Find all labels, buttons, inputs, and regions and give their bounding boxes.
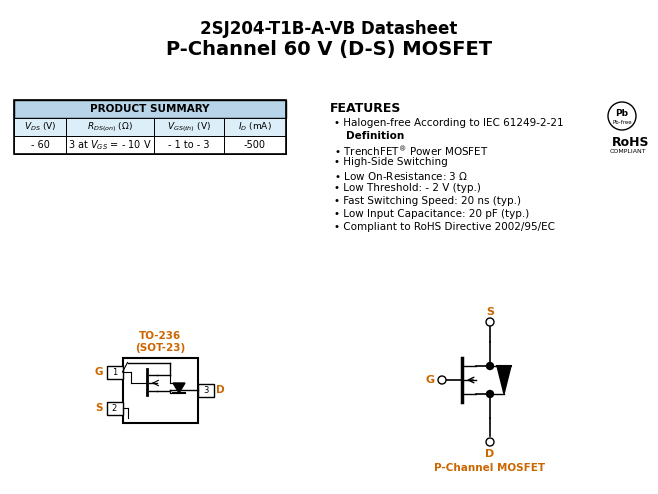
Circle shape — [608, 102, 636, 130]
Circle shape — [486, 390, 494, 398]
Text: -500: -500 — [244, 140, 266, 150]
Bar — [66, 136, 154, 154]
Bar — [107, 366, 122, 378]
Text: $R_{DS(on)}$ ($\Omega$): $R_{DS(on)}$ ($\Omega$) — [87, 120, 133, 134]
Text: D: D — [216, 385, 225, 395]
Text: $V_{GS(th)}$ (V): $V_{GS(th)}$ (V) — [167, 120, 211, 134]
Text: TO-236: TO-236 — [139, 330, 181, 340]
Text: PRODUCT SUMMARY: PRODUCT SUMMARY — [90, 104, 210, 114]
Text: Pb-free: Pb-free — [612, 120, 632, 124]
Text: 1: 1 — [112, 368, 117, 376]
Text: S: S — [95, 403, 102, 413]
Bar — [66, 118, 154, 136]
Bar — [197, 383, 213, 397]
Text: G: G — [426, 375, 434, 385]
Text: Pb: Pb — [615, 109, 628, 118]
Text: • High-Side Switching: • High-Side Switching — [334, 157, 447, 167]
Text: • Low On-Resistance: 3 $\Omega$: • Low On-Resistance: 3 $\Omega$ — [334, 170, 468, 182]
Text: P-Channel MOSFET: P-Channel MOSFET — [434, 463, 545, 473]
Bar — [14, 118, 66, 136]
Text: RoHS: RoHS — [612, 136, 649, 149]
Text: • Low Input Capacitance: 20 pF (typ.): • Low Input Capacitance: 20 pF (typ.) — [334, 209, 529, 219]
Text: FEATURES: FEATURES — [330, 102, 401, 115]
Text: • Low Threshold: - 2 V (typ.): • Low Threshold: - 2 V (typ.) — [334, 183, 481, 193]
Bar — [14, 100, 286, 154]
Polygon shape — [173, 383, 185, 393]
Text: S: S — [486, 307, 494, 317]
Text: 3: 3 — [203, 385, 208, 395]
Text: • Fast Switching Speed: 20 ns (typ.): • Fast Switching Speed: 20 ns (typ.) — [334, 196, 521, 206]
Text: COMPLIANT: COMPLIANT — [610, 149, 647, 154]
Text: $I_D$ (mA): $I_D$ (mA) — [238, 121, 272, 133]
Bar — [122, 358, 197, 422]
Text: • Halogen-free According to IEC 61249-2-21: • Halogen-free According to IEC 61249-2-… — [334, 118, 564, 128]
Bar — [224, 118, 286, 136]
Text: (SOT-23): (SOT-23) — [135, 342, 185, 353]
Text: D: D — [486, 449, 495, 459]
Circle shape — [486, 438, 494, 446]
Bar — [224, 136, 286, 154]
Text: G: G — [94, 367, 103, 377]
Bar — [14, 100, 286, 118]
Text: 2: 2 — [112, 404, 117, 412]
Text: Definition: Definition — [346, 131, 404, 141]
Text: - 60: - 60 — [30, 140, 49, 150]
Text: 3 at $V_{GS}$ = - 10 V: 3 at $V_{GS}$ = - 10 V — [68, 138, 152, 152]
Bar — [154, 118, 224, 136]
Text: 2SJ204-T1B-A-VB Datasheet: 2SJ204-T1B-A-VB Datasheet — [200, 20, 458, 38]
Circle shape — [438, 376, 446, 384]
Bar — [154, 136, 224, 154]
Circle shape — [486, 318, 494, 326]
Bar — [14, 136, 66, 154]
Text: • TrenchFET$^{\circledR}$ Power MOSFET: • TrenchFET$^{\circledR}$ Power MOSFET — [334, 144, 489, 158]
Text: • Compliant to RoHS Directive 2002/95/EC: • Compliant to RoHS Directive 2002/95/EC — [334, 222, 555, 232]
Circle shape — [486, 363, 494, 370]
Text: - 1 to - 3: - 1 to - 3 — [168, 140, 210, 150]
Text: P-Channel 60 V (D-S) MOSFET: P-Channel 60 V (D-S) MOSFET — [166, 40, 492, 59]
Polygon shape — [497, 366, 511, 394]
Text: $V_{DS}$ (V): $V_{DS}$ (V) — [24, 121, 57, 133]
Bar — [107, 402, 122, 414]
